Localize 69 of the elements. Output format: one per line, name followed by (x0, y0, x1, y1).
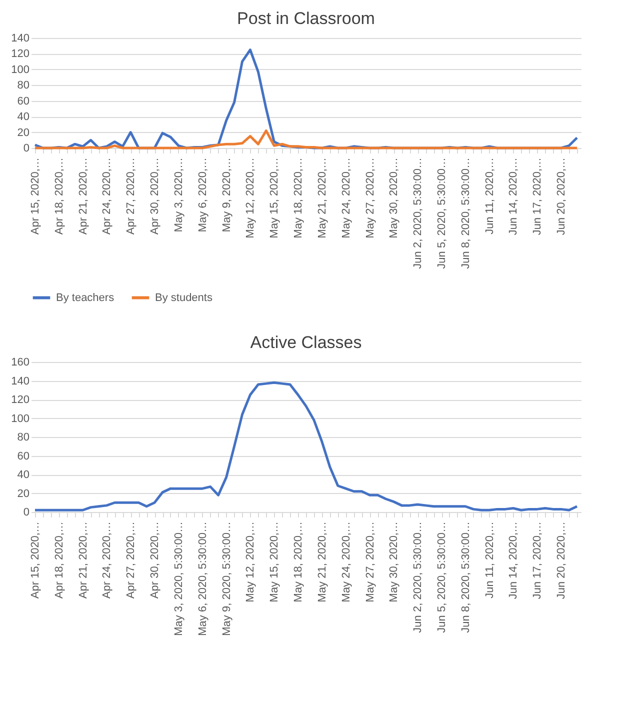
x-tick-label: Apr 18, 2020,… (53, 522, 66, 599)
x-tick-label: Jun 2, 2020, 5:30:00… (412, 158, 424, 269)
x-tick-label: May 18, 2020,… (292, 158, 305, 238)
x-tick-label: May 3, 2020, 5:30:00… (172, 522, 185, 636)
x-tick-label: Jun 5, 2020, 5:30:00… (436, 522, 448, 633)
y-tick-label: 100 (11, 64, 30, 76)
x-tick-label: Apr 24, 2020,… (101, 158, 114, 235)
y-tick-label: 140 (11, 375, 30, 388)
x-tick-label: Apr 21, 2020,… (77, 158, 90, 235)
y-tick-label: 20 (17, 126, 30, 139)
x-tick-label: May 15, 2020,… (268, 522, 281, 602)
y-tick-label: 20 (17, 488, 30, 500)
x-tick-label: Jun 20, 2020,… (556, 158, 568, 236)
x-tick-label: May 24, 2020,… (340, 522, 352, 602)
x-tick-label: May 18, 2020,… (292, 522, 305, 602)
chart-title: Active Classes (250, 333, 362, 352)
y-tick-label: 80 (17, 432, 30, 444)
line-series (34, 381, 578, 512)
x-tick-label: May 6, 2020, 5:30:00… (196, 522, 209, 636)
y-tick-label: 120 (11, 394, 30, 406)
x-tick-label: Jun 17, 2020,… (532, 522, 544, 600)
x-tick-label: May 21, 2020,… (316, 158, 328, 238)
chart-title: Post in Classroom (237, 9, 375, 28)
x-tick-label: May 24, 2020,… (340, 158, 352, 238)
y-tick-label: 80 (17, 80, 30, 92)
x-tick-label: May 30, 2020,… (388, 158, 400, 238)
x-tick-label: Jun 17, 2020,… (532, 158, 544, 236)
x-tick-label: Apr 21, 2020,… (77, 522, 90, 599)
y-tick-label: 60 (17, 95, 30, 108)
legend-label: By students (155, 292, 213, 304)
x-tick-label: Apr 27, 2020,… (125, 522, 138, 599)
x-tick-label: Jun 8, 2020, 5:30:00… (460, 522, 472, 633)
x-tick-label: Apr 30, 2020,… (149, 522, 162, 599)
y-tick-label: 100 (11, 412, 30, 425)
x-tick-label: May 12, 2020,… (244, 522, 257, 602)
x-tick-label: May 27, 2020,… (364, 522, 376, 602)
x-tick-label: Apr 18, 2020,… (53, 158, 66, 235)
y-tick-label: 0 (23, 506, 30, 518)
x-tick-label: Jun 11, 2020,… (484, 522, 496, 598)
x-tick-label: May 12, 2020,… (244, 158, 257, 238)
x-tick-label: Jun 14, 2020,… (508, 158, 520, 236)
x-tick-label: Jun 2, 2020, 5:30:00… (412, 522, 424, 633)
x-tick-label: May 15, 2020,… (268, 158, 281, 238)
x-tick-label: May 21, 2020,… (316, 522, 328, 602)
x-tick-label: Apr 27, 2020,… (125, 158, 138, 235)
x-tick-label: May 27, 2020,… (364, 158, 376, 238)
x-tick-label: Apr 24, 2020,… (101, 522, 114, 599)
x-tick-label: May 6, 2020,… (196, 158, 209, 232)
x-tick-label: Jun 14, 2020,… (508, 522, 520, 600)
x-tick-label: Apr 15, 2020,… (29, 158, 42, 235)
y-tick-label: 160 (11, 356, 30, 368)
x-tick-label: May 9, 2020, 5:30:00… (220, 522, 233, 636)
y-tick-label: 60 (17, 450, 30, 462)
y-tick-label: 140 (11, 32, 30, 44)
y-tick-label: 120 (11, 48, 30, 60)
x-tick-label: Jun 11, 2020,… (484, 158, 496, 234)
x-tick-label: Jun 20, 2020,… (556, 522, 568, 600)
y-tick-label: 40 (17, 111, 30, 124)
legend-label: By teachers (56, 292, 115, 304)
x-tick-label: Jun 5, 2020, 5:30:00… (436, 158, 448, 269)
y-tick-label: 0 (23, 142, 30, 154)
x-tick-label: Apr 30, 2020,… (149, 158, 162, 235)
x-tick-label: May 9, 2020,… (220, 158, 233, 232)
y-tick-label: 40 (17, 469, 30, 481)
line-series (34, 129, 578, 150)
x-tick-label: Jun 8, 2020, 5:30:00… (460, 158, 472, 269)
x-tick-label: May 3, 2020,… (172, 158, 185, 232)
x-tick-label: Apr 15, 2020,… (29, 522, 42, 599)
x-tick-label: May 30, 2020,… (388, 522, 400, 602)
